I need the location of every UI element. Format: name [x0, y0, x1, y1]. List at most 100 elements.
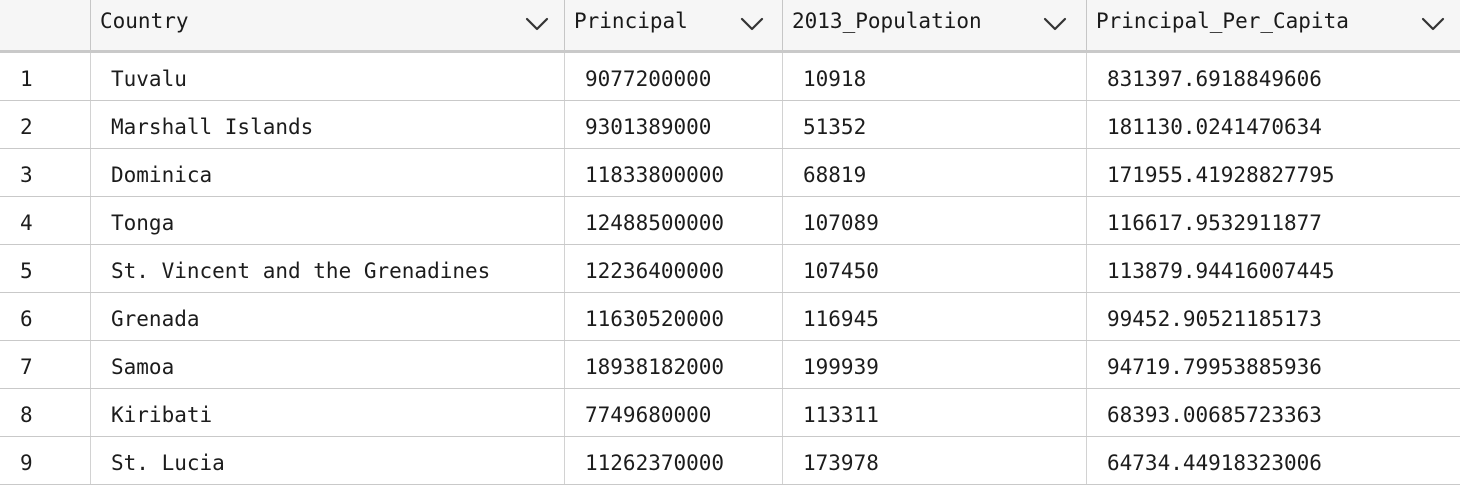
cell-per-capita-text: 68393.00685723363	[1107, 403, 1322, 427]
row-number[interactable]: 3	[0, 149, 90, 196]
cell-population[interactable]: 107450	[782, 245, 1086, 292]
cell-country[interactable]: Marshall Islands	[90, 101, 564, 148]
cell-country-text: St. Lucia	[111, 451, 225, 475]
cell-country-text: Tuvalu	[111, 67, 187, 91]
cell-population[interactable]: 107089	[782, 197, 1086, 244]
table-row[interactable]: 4 Tonga 12488500000 107089 116617.9532911877	[0, 197, 1460, 245]
row-number[interactable]: 6	[0, 293, 90, 340]
row-number-text: 3	[20, 163, 33, 187]
cell-principal[interactable]: 11262370000	[564, 437, 782, 484]
cell-country-text: Dominica	[111, 163, 213, 187]
chevron-down-icon[interactable]	[739, 15, 765, 33]
cell-per-capita[interactable]: 116617.9532911877	[1086, 197, 1460, 244]
cell-per-capita-text: 181130.0241470634	[1107, 115, 1322, 139]
row-number[interactable]: 2	[0, 101, 90, 148]
row-number[interactable]: 4	[0, 197, 90, 244]
chevron-down-icon[interactable]	[1420, 15, 1446, 33]
cell-country-text: Grenada	[111, 307, 200, 331]
cell-principal[interactable]: 12488500000	[564, 197, 782, 244]
cell-country-text: Tonga	[111, 211, 175, 235]
chevron-down-icon[interactable]	[1042, 15, 1068, 33]
cell-principal-text: 11833800000	[585, 163, 725, 187]
cell-country[interactable]: Tonga	[90, 197, 564, 244]
row-number[interactable]: 7	[0, 341, 90, 388]
cell-per-capita[interactable]: 171955.41928827795	[1086, 149, 1460, 196]
cell-principal[interactable]: 12236400000	[564, 245, 782, 292]
cell-country-text: Samoa	[111, 355, 175, 379]
cell-per-capita-text: 116617.9532911877	[1107, 211, 1322, 235]
cell-country[interactable]: Tuvalu	[90, 53, 564, 100]
cell-principal[interactable]: 7749680000	[564, 389, 782, 436]
cell-per-capita[interactable]: 94719.79953885936	[1086, 341, 1460, 388]
table-row[interactable]: 9 St. Lucia 11262370000 173978 64734.4491832…	[0, 437, 1460, 485]
row-number-text: 1	[20, 67, 33, 91]
cell-country[interactable]: St. Vincent and the Grenadines	[90, 245, 564, 292]
chevron-down-icon[interactable]	[524, 15, 550, 33]
cell-principal-text: 11262370000	[585, 451, 725, 475]
cell-population[interactable]: 173978	[782, 437, 1086, 484]
cell-population-text: 107450	[803, 259, 879, 283]
column-header-per-capita[interactable]: Principal_Per_Capita	[1086, 0, 1460, 50]
row-number[interactable]: 8	[0, 389, 90, 436]
cell-country-text: Marshall Islands	[111, 115, 314, 139]
cell-population[interactable]: 113311	[782, 389, 1086, 436]
cell-principal[interactable]: 18938182000	[564, 341, 782, 388]
cell-principal[interactable]: 11630520000	[564, 293, 782, 340]
row-number[interactable]: 5	[0, 245, 90, 292]
table-row[interactable]: 3 Dominica 11833800000 68819 171955.41928827…	[0, 149, 1460, 197]
cell-country[interactable]: Kiribati	[90, 389, 564, 436]
row-number-header	[0, 0, 90, 50]
cell-country[interactable]: Grenada	[90, 293, 564, 340]
cell-principal-text: 9077200000	[585, 67, 712, 91]
cell-population-text: 113311	[803, 403, 879, 427]
cell-per-capita-text: 64734.44918323006	[1107, 451, 1322, 475]
cell-principal[interactable]: 9301389000	[564, 101, 782, 148]
cell-principal[interactable]: 9077200000	[564, 53, 782, 100]
cell-principal-text: 12488500000	[585, 211, 725, 235]
cell-per-capita[interactable]: 113879.94416007445	[1086, 245, 1460, 292]
cell-population[interactable]: 68819	[782, 149, 1086, 196]
row-number[interactable]: 1	[0, 53, 90, 100]
cell-principal-text: 18938182000	[585, 355, 725, 379]
cell-principal-text: 7749680000	[585, 403, 712, 427]
row-number-text: 7	[20, 355, 33, 379]
table-row[interactable]: 5 St. Vincent and the Grenadines 122364000…	[0, 245, 1460, 293]
table-row[interactable]: 1 Tuvalu 9077200000 10918 831397.6918849606	[0, 53, 1460, 101]
cell-per-capita[interactable]: 68393.00685723363	[1086, 389, 1460, 436]
column-label: Country	[100, 9, 189, 33]
table-header: Country Principal 2013_Population Princi…	[0, 0, 1460, 53]
row-number-text: 9	[20, 451, 33, 475]
cell-population-text: 10918	[803, 67, 867, 91]
cell-population-text: 173978	[803, 451, 879, 475]
cell-per-capita[interactable]: 831397.6918849606	[1086, 53, 1460, 100]
column-header-principal[interactable]: Principal	[564, 0, 782, 50]
cell-population[interactable]: 51352	[782, 101, 1086, 148]
cell-country[interactable]: Dominica	[90, 149, 564, 196]
cell-per-capita-text: 99452.90521185173	[1107, 307, 1322, 331]
table-row[interactable]: 8 Kiribati 7749680000 113311 68393.006857233…	[0, 389, 1460, 437]
column-header-country[interactable]: Country	[90, 0, 564, 50]
table-row[interactable]: 6 Grenada 11630520000 116945 99452.905211851…	[0, 293, 1460, 341]
cell-population[interactable]: 199939	[782, 341, 1086, 388]
row-number-text: 2	[20, 115, 33, 139]
row-number[interactable]: 9	[0, 437, 90, 484]
cell-principal[interactable]: 11833800000	[564, 149, 782, 196]
cell-country[interactable]: St. Lucia	[90, 437, 564, 484]
row-number-text: 5	[20, 259, 33, 283]
cell-per-capita[interactable]: 99452.90521185173	[1086, 293, 1460, 340]
row-number-text: 8	[20, 403, 33, 427]
cell-per-capita[interactable]: 181130.0241470634	[1086, 101, 1460, 148]
cell-per-capita-text: 113879.94416007445	[1107, 259, 1335, 283]
table-row[interactable]: 2 Marshall Islands 9301389000 51352 181130.0…	[0, 101, 1460, 149]
cell-population[interactable]: 116945	[782, 293, 1086, 340]
cell-population[interactable]: 10918	[782, 53, 1086, 100]
cell-principal-text: 11630520000	[585, 307, 725, 331]
cell-country[interactable]: Samoa	[90, 341, 564, 388]
cell-country-text: Kiribati	[111, 403, 213, 427]
cell-per-capita[interactable]: 64734.44918323006	[1086, 437, 1460, 484]
table-row[interactable]: 7 Samoa 18938182000 199939 94719.79953885936	[0, 341, 1460, 389]
row-number-text: 4	[20, 211, 33, 235]
cell-population-text: 51352	[803, 115, 867, 139]
column-header-population[interactable]: 2013_Population	[782, 0, 1086, 50]
